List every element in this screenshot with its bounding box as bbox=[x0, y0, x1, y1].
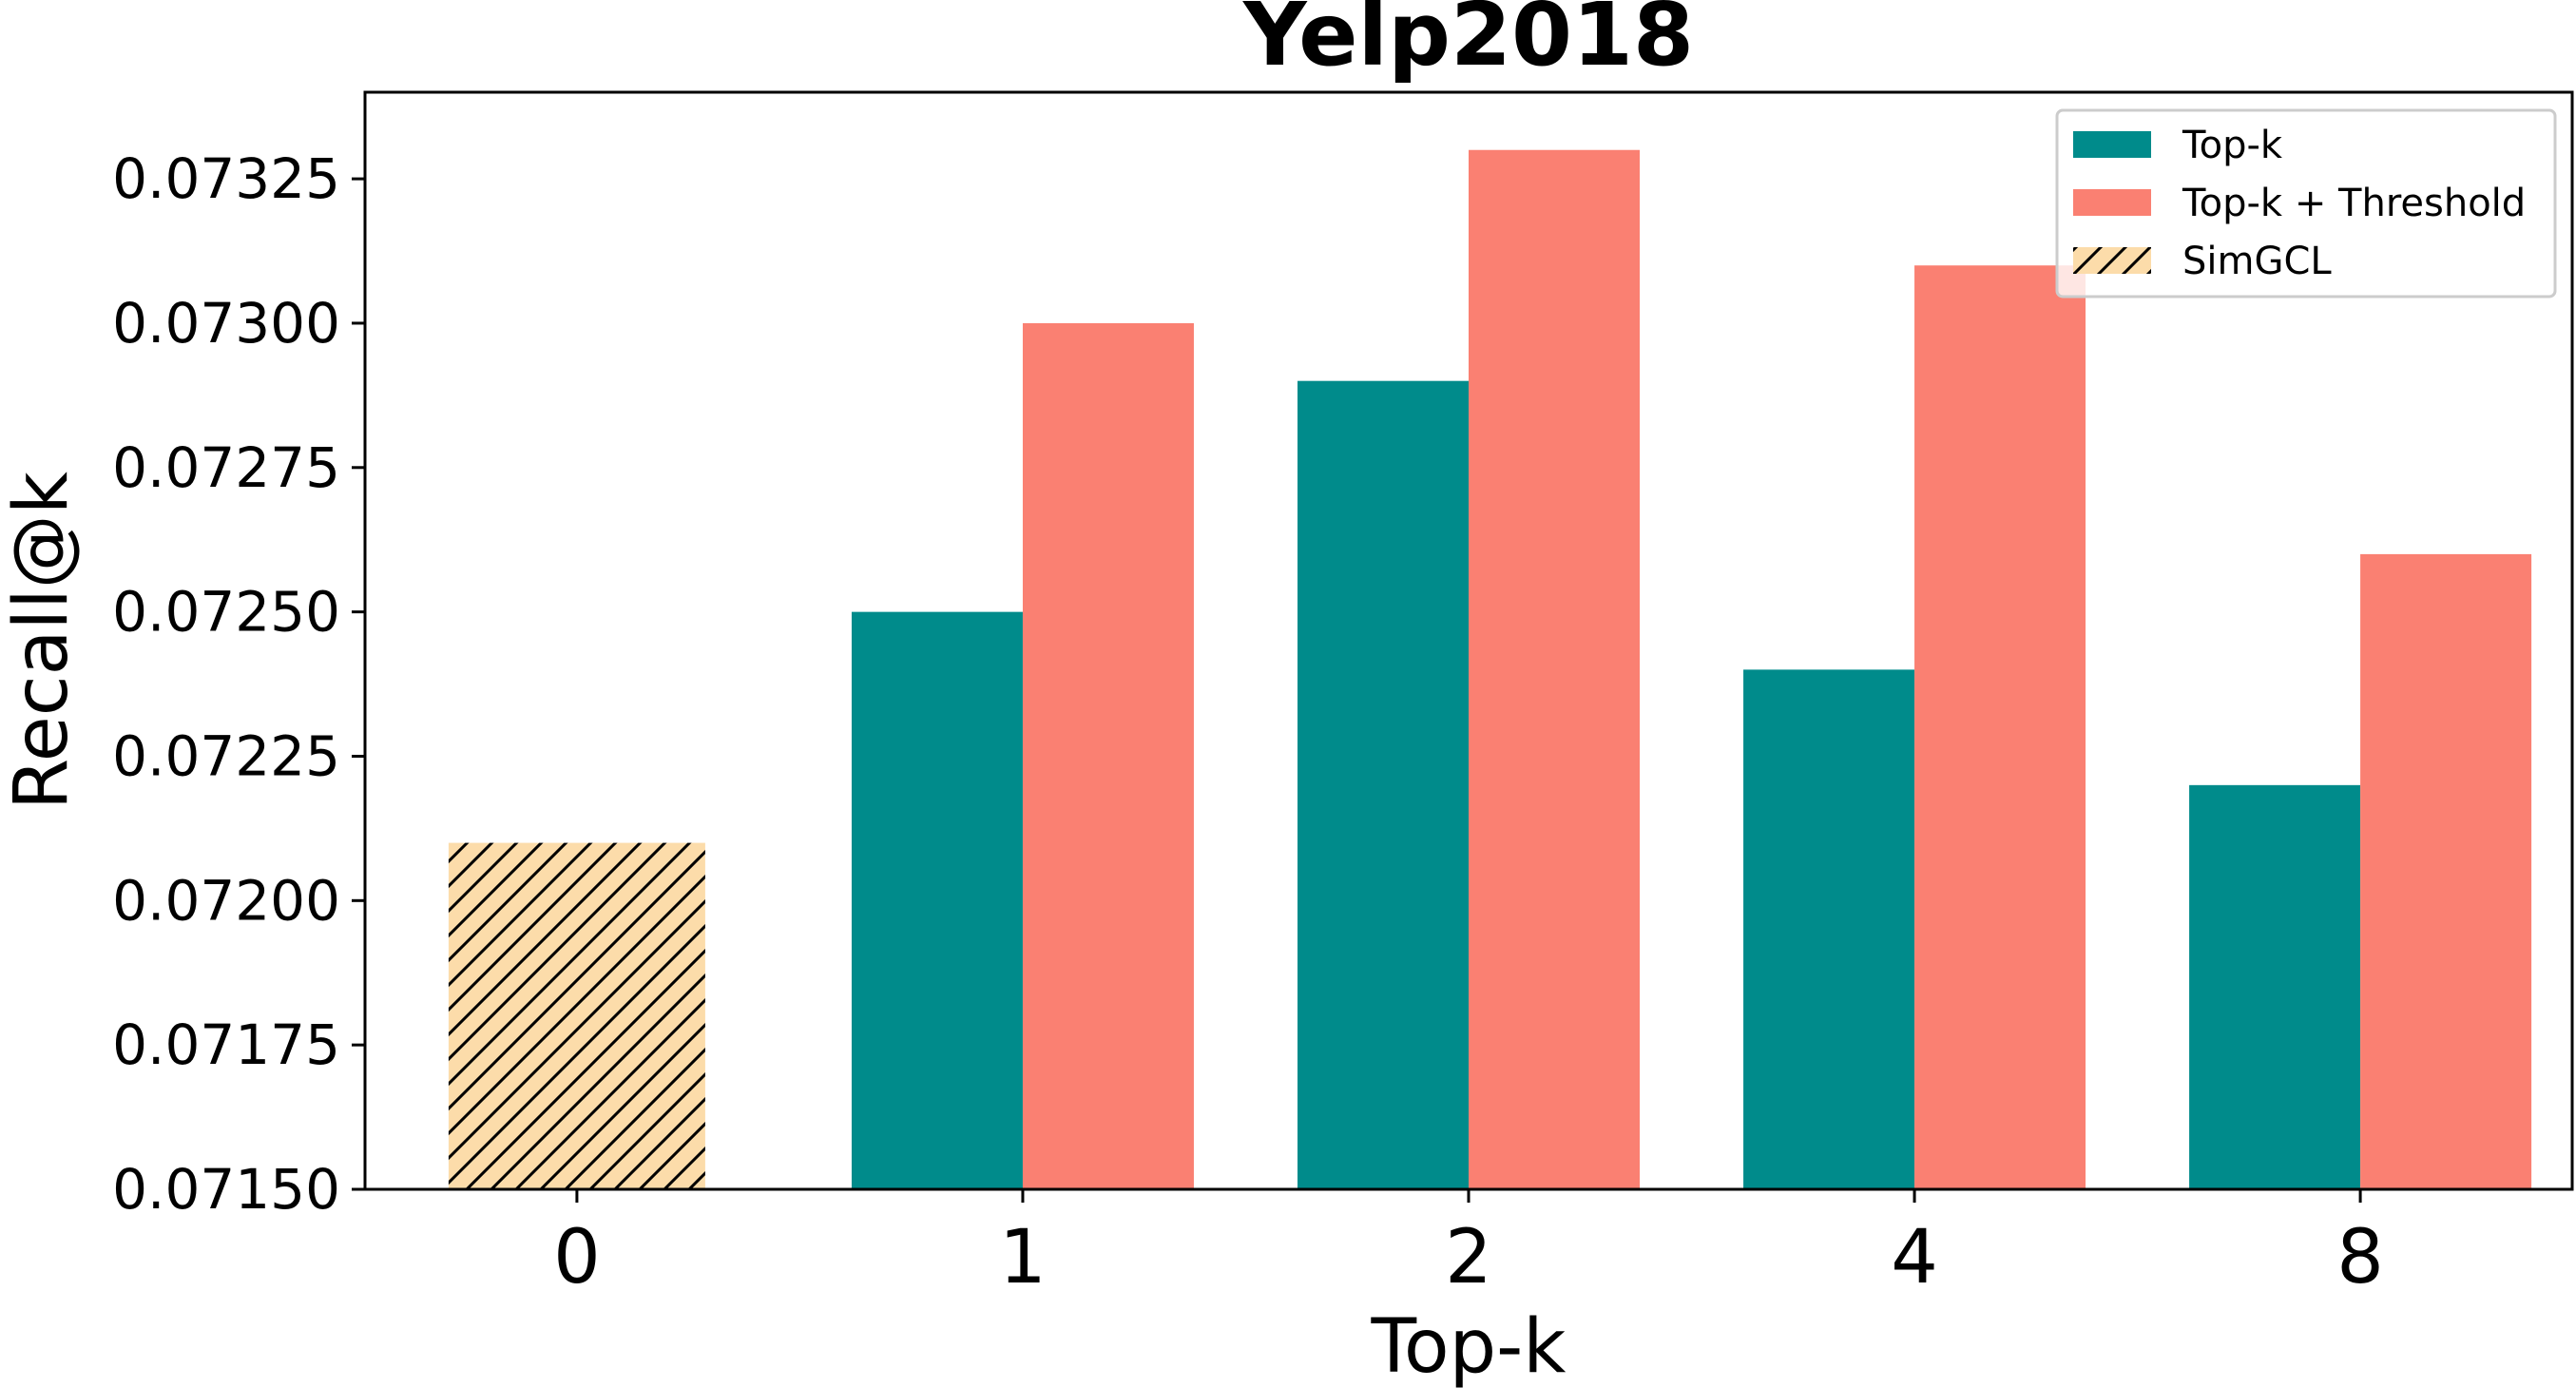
y-tick-label: 0.07250 bbox=[112, 580, 340, 645]
y-tick-label: 0.07150 bbox=[112, 1157, 340, 1222]
legend-label-top-k-threshold: Top-k + Threshold bbox=[2182, 182, 2526, 225]
y-tick-label: 0.07275 bbox=[112, 435, 340, 500]
bar-top-k-1 bbox=[851, 611, 1023, 1189]
y-axis-label: Recall@k bbox=[0, 472, 85, 810]
x-tick-label: 1 bbox=[999, 1215, 1047, 1301]
y-tick-label: 0.07225 bbox=[112, 723, 340, 788]
bar-top-k-threshold-2 bbox=[1469, 149, 1640, 1190]
bar-top-k-threshold-4 bbox=[1914, 265, 2086, 1189]
plot-frame bbox=[363, 90, 2574, 1191]
bar-top-k-threshold-1 bbox=[1022, 322, 1194, 1189]
bars-group bbox=[448, 149, 2532, 1190]
x-tick-label: 4 bbox=[1891, 1215, 1938, 1301]
bar-top-k-2 bbox=[1298, 380, 1469, 1189]
x-tick-label: 2 bbox=[1445, 1215, 1492, 1301]
legend-swatch-top-k bbox=[2073, 131, 2151, 158]
legend-swatch-simgcl bbox=[2073, 247, 2151, 274]
legend-frame bbox=[2055, 108, 2557, 299]
x-tick-label: 8 bbox=[2336, 1215, 2384, 1301]
bar-top-k-threshold-8 bbox=[2360, 553, 2532, 1189]
legend-label-top-k: Top-k bbox=[2182, 124, 2283, 167]
legend-label-simgcl: SimGCL bbox=[2182, 240, 2332, 283]
bar-top-k-8 bbox=[2189, 784, 2361, 1189]
bar-top-k-4 bbox=[1743, 669, 1915, 1189]
y-axis-ticks: 0.07150 0.07175 0.07200 0.07225 0.07250 0.072… bbox=[112, 146, 365, 1222]
legend: Top-k Top-k + Threshold SimGCL bbox=[2055, 108, 2557, 299]
y-tick-label: 0.07175 bbox=[112, 1012, 340, 1077]
x-tick-label: 0 bbox=[553, 1215, 601, 1301]
x-axis-label: Top-k bbox=[1371, 1304, 1567, 1388]
y-tick-label: 0.07325 bbox=[112, 146, 340, 211]
x-axis-ticks: 0 1 2 4 8 bbox=[553, 1189, 2384, 1301]
y-tick-label: 0.07200 bbox=[112, 868, 340, 933]
bar-simgcl-0 bbox=[448, 842, 705, 1189]
chart-title: Yelp2018 bbox=[1242, 0, 1694, 86]
y-tick-label: 0.07300 bbox=[112, 291, 340, 356]
legend-swatch-top-k-threshold bbox=[2073, 189, 2151, 216]
